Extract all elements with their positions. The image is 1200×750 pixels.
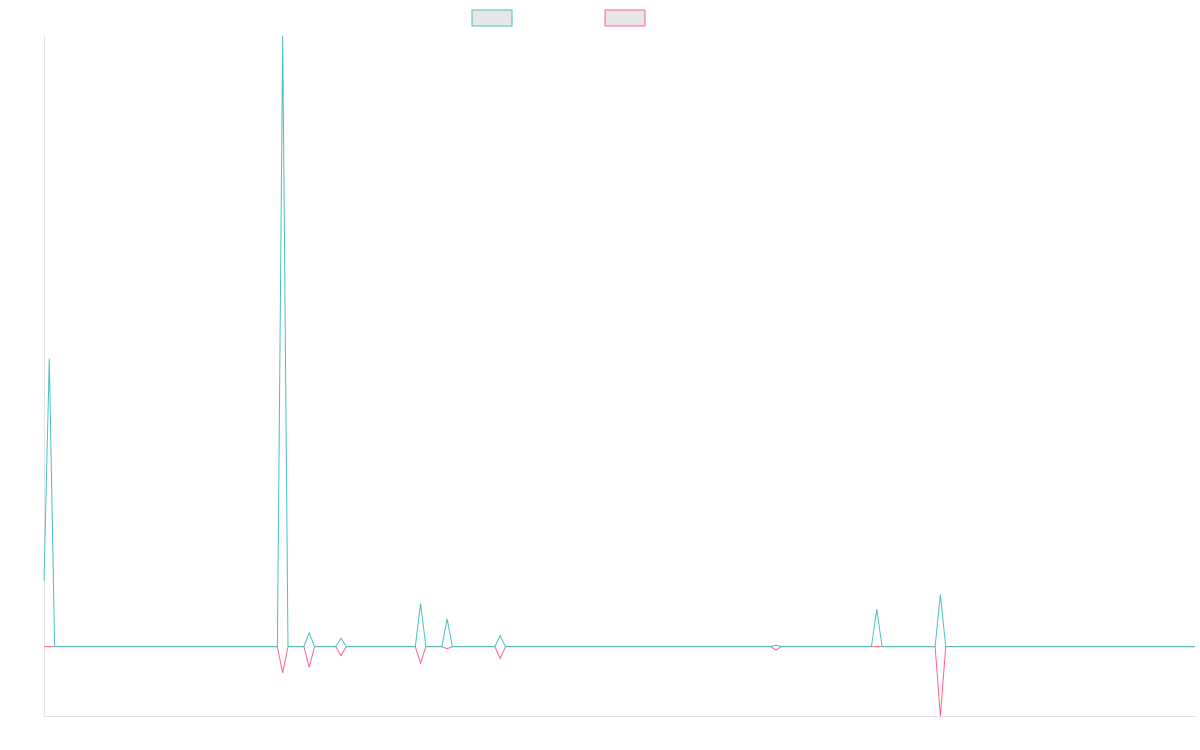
- series-layer: [43, 35, 1195, 717]
- legend-swatch-series-1[interactable]: [471, 9, 513, 27]
- legend-swatch-series-2[interactable]: [604, 9, 646, 27]
- series-2-line: [44, 646, 1195, 717]
- legend: [471, 9, 646, 27]
- series-1-line: [43, 35, 1195, 648]
